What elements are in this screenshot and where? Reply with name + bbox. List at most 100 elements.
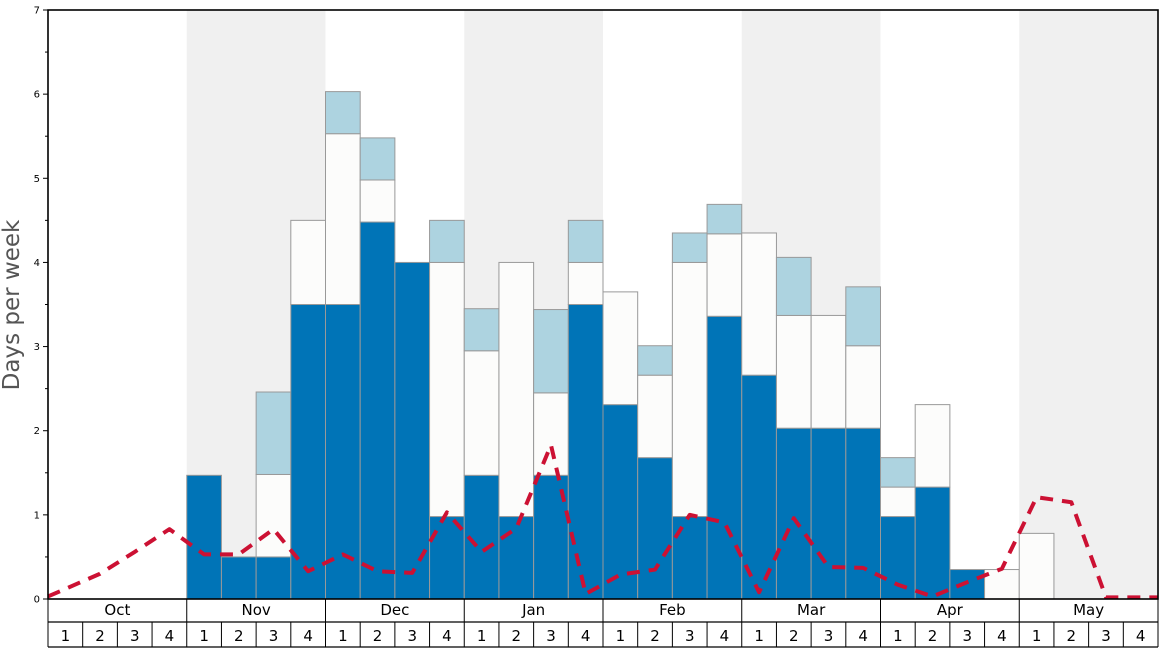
week-label: 3 xyxy=(130,627,140,645)
month-label-mar: Mar xyxy=(797,601,826,619)
month-label-nov: Nov xyxy=(241,601,270,619)
bar-bottom-9 xyxy=(359,221,396,600)
bar-middle-27 xyxy=(984,569,1020,600)
bar-middle-6 xyxy=(255,473,292,558)
week-label: 2 xyxy=(95,627,105,645)
bar-bottom-10 xyxy=(394,261,431,600)
week-label: 4 xyxy=(581,627,591,645)
bar-middle-20 xyxy=(741,232,777,376)
bar-bottom-17 xyxy=(637,457,673,600)
bar-middle-13 xyxy=(498,261,535,518)
week-label: 4 xyxy=(997,627,1007,645)
week-label: 4 xyxy=(165,627,175,645)
week-label: 2 xyxy=(1067,627,1077,645)
week-label: 2 xyxy=(650,627,660,645)
week-label: 1 xyxy=(199,627,209,645)
week-label: 3 xyxy=(407,627,417,645)
week-label: 1 xyxy=(893,627,903,645)
week-label: 4 xyxy=(442,627,452,645)
bar-top-15 xyxy=(567,219,604,263)
bar-middle-14 xyxy=(533,392,569,476)
bar-middle-16 xyxy=(602,291,639,406)
bar-top-11 xyxy=(429,219,465,263)
bar-middle-19 xyxy=(706,233,743,317)
bar-middle-17 xyxy=(637,374,673,459)
bar-bottom-13 xyxy=(498,516,535,600)
line-series xyxy=(47,443,1158,600)
week-label: 3 xyxy=(824,627,834,645)
week-label: 2 xyxy=(928,627,938,645)
week-label: 2 xyxy=(789,627,799,645)
x-axis: Oct 1 2 3 4 Nov 1 2 3 4 Dec 1 2 3 4 Jan 1 2 3 4 Feb 1 2 3 4 Mar 1 2… xyxy=(47,599,1159,648)
week-label: 4 xyxy=(720,627,730,645)
week-label: 1 xyxy=(477,627,487,645)
bar-middle-9 xyxy=(359,179,396,223)
bar-middle-11 xyxy=(429,261,465,518)
bar-middle-7 xyxy=(290,219,326,306)
month-label-may: May xyxy=(1073,601,1104,619)
bar-middle-28 xyxy=(1018,532,1055,600)
bar-bottom-25 xyxy=(914,486,951,600)
y-tick-label: 2 xyxy=(34,426,40,437)
y-tick-label: 4 xyxy=(34,258,40,269)
y-tick-label: 7 xyxy=(34,6,40,17)
bar-top-24 xyxy=(880,457,916,488)
week-label: 2 xyxy=(373,627,383,645)
stacked-bars xyxy=(186,91,1055,600)
week-label: 2 xyxy=(234,627,244,645)
y-axis-title: Days per week xyxy=(0,219,25,390)
bar-middle-15 xyxy=(567,261,604,305)
bar-middle-18 xyxy=(671,261,708,518)
bar-top-12 xyxy=(463,308,500,352)
dashed-line-series xyxy=(47,443,1158,600)
y-tick-label: 5 xyxy=(34,174,40,185)
month-label-dec: Dec xyxy=(380,601,409,619)
week-label: 1 xyxy=(754,627,764,645)
bar-bottom-18 xyxy=(671,516,708,600)
week-label: 3 xyxy=(962,627,972,645)
bar-bottom-6 xyxy=(255,556,292,600)
bar-middle-22 xyxy=(810,314,847,429)
bar-top-19 xyxy=(706,203,743,235)
week-label: 4 xyxy=(858,627,868,645)
week-label: 3 xyxy=(685,627,695,645)
bar-top-18 xyxy=(671,232,708,263)
bar-bottom-21 xyxy=(775,427,812,600)
bar-bottom-22 xyxy=(810,427,847,600)
shade-may xyxy=(1019,10,1158,599)
week-label: 3 xyxy=(269,627,279,645)
week-label: 3 xyxy=(546,627,556,645)
week-label: 1 xyxy=(616,627,626,645)
month-label-oct: Oct xyxy=(104,601,130,619)
bar-top-14 xyxy=(533,309,569,394)
bar-top-23 xyxy=(845,286,881,347)
month-label-feb: Feb xyxy=(659,601,686,619)
bar-bottom-16 xyxy=(602,404,639,600)
month-label-jan: Jan xyxy=(521,601,545,619)
bar-middle-8 xyxy=(325,133,361,305)
bar-middle-25 xyxy=(914,404,951,488)
bar-middle-12 xyxy=(463,350,500,476)
bar-middle-21 xyxy=(775,314,812,429)
week-label: 2 xyxy=(512,627,522,645)
y-tick-label: 6 xyxy=(34,90,40,101)
week-label: 1 xyxy=(338,627,348,645)
bar-bottom-5 xyxy=(220,556,257,600)
week-label: 4 xyxy=(303,627,313,645)
bar-bottom-20 xyxy=(741,374,777,600)
bar-bottom-4 xyxy=(186,474,222,600)
bar-top-21 xyxy=(775,256,812,316)
bar-top-9 xyxy=(359,137,396,181)
bar-bottom-15 xyxy=(567,304,604,600)
bar-bottom-19 xyxy=(706,315,743,600)
bar-top-8 xyxy=(325,91,361,135)
y-tick-label: 1 xyxy=(34,510,40,521)
bar-top-17 xyxy=(637,345,673,376)
bar-top-6 xyxy=(255,391,292,475)
y-tick-label: 3 xyxy=(34,342,40,353)
week-label: 4 xyxy=(1136,627,1146,645)
week-label: 3 xyxy=(1101,627,1111,645)
week-label: 1 xyxy=(61,627,71,645)
y-tick-label: 0 xyxy=(34,595,40,606)
